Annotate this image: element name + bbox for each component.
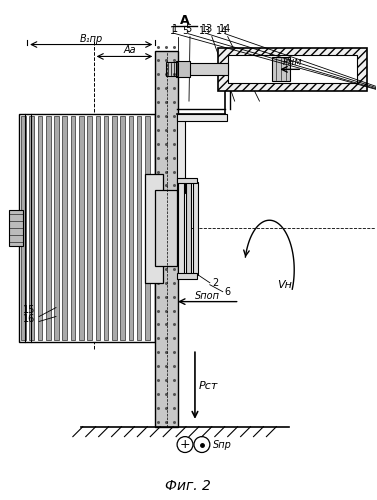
- Text: Pст: Pст: [199, 381, 218, 391]
- Bar: [38, 116, 42, 340]
- Text: Sпр: Sпр: [213, 440, 232, 450]
- Bar: [9, 210, 23, 246]
- Text: 5: 5: [182, 26, 188, 36]
- Text: 1: 1: [170, 26, 176, 36]
- Bar: [129, 116, 133, 340]
- Bar: [145, 174, 163, 283]
- Bar: [145, 116, 150, 340]
- Bar: [166, 62, 178, 76]
- Bar: [186, 180, 191, 276]
- Text: +: +: [180, 438, 190, 451]
- Bar: [120, 116, 125, 340]
- Bar: [71, 116, 75, 340]
- Bar: [87, 116, 92, 340]
- Bar: [177, 178, 197, 184]
- Bar: [21, 116, 26, 340]
- Text: 14: 14: [216, 26, 228, 36]
- Bar: [95, 116, 100, 340]
- Text: Aа: Aа: [123, 46, 136, 56]
- Text: 13: 13: [201, 24, 213, 34]
- Bar: [54, 116, 59, 340]
- Bar: [19, 114, 155, 342]
- Text: B₁пр: B₁пр: [80, 34, 103, 43]
- Bar: [177, 273, 197, 279]
- Bar: [155, 52, 178, 426]
- Bar: [228, 56, 357, 83]
- Text: 14: 14: [219, 24, 231, 34]
- Bar: [177, 114, 185, 194]
- Bar: [218, 48, 367, 91]
- Bar: [46, 116, 51, 340]
- Bar: [79, 116, 84, 340]
- Text: Vн: Vн: [277, 280, 292, 289]
- Text: Фиг. 2: Фиг. 2: [165, 479, 211, 493]
- Bar: [29, 116, 34, 340]
- Bar: [193, 182, 198, 275]
- Text: 5: 5: [185, 24, 191, 34]
- Text: Sпоп: Sпоп: [195, 290, 220, 300]
- Bar: [155, 190, 177, 266]
- Text: 13: 13: [199, 26, 211, 36]
- Bar: [178, 178, 184, 278]
- Bar: [104, 116, 108, 340]
- Bar: [137, 116, 141, 340]
- Text: Pнм: Pнм: [282, 58, 302, 68]
- Text: 16: 16: [23, 314, 35, 324]
- Bar: [188, 64, 228, 76]
- Bar: [176, 62, 190, 78]
- Text: 2: 2: [212, 278, 218, 287]
- Text: 15: 15: [23, 304, 35, 314]
- Bar: [63, 116, 67, 340]
- Bar: [177, 114, 227, 121]
- Bar: [272, 58, 290, 82]
- Text: 6: 6: [225, 286, 231, 296]
- Bar: [112, 116, 116, 340]
- Text: 1: 1: [172, 24, 178, 34]
- Text: A: A: [180, 14, 190, 26]
